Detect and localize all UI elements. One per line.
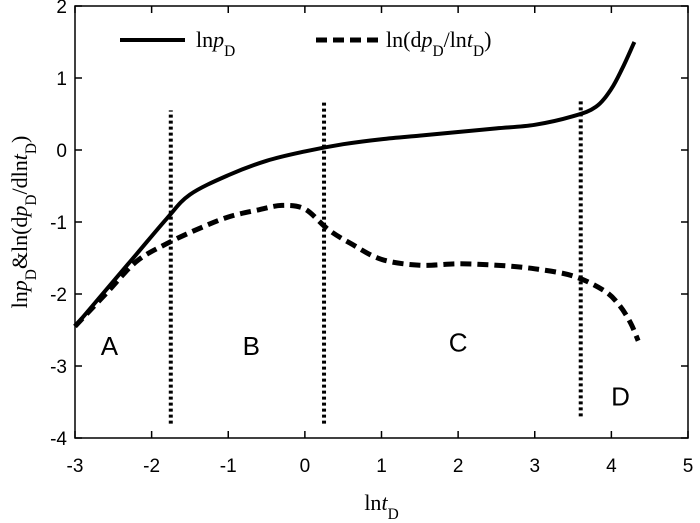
label-part: ln(d — [386, 27, 421, 52]
label-part: D — [432, 43, 443, 60]
x-tick-label: 5 — [683, 456, 694, 477]
label-part: ln — [364, 490, 381, 515]
y-tick-label: -2 — [50, 285, 67, 306]
label-part: ln — [7, 291, 32, 308]
y-tick-label: -1 — [50, 213, 67, 234]
label-part: D — [23, 194, 40, 205]
label-part: D — [473, 43, 484, 60]
label-part: t — [467, 27, 474, 52]
region-label: B — [243, 331, 260, 361]
x-tick-label: 0 — [300, 456, 311, 477]
label-part: p — [7, 280, 32, 293]
plot-frame — [74, 5, 689, 439]
region-label: D — [611, 382, 630, 412]
region-dividers — [168, 99, 583, 424]
y-tick-label: 0 — [56, 141, 67, 162]
x-tick-label: -1 — [220, 456, 237, 477]
series-lines — [73, 41, 641, 342]
series-line-dashed — [73, 202, 641, 342]
x-axis-title: lntD — [364, 490, 398, 523]
x-tick-label: 1 — [376, 456, 387, 477]
x-tick-label: -2 — [143, 456, 160, 477]
label-part: ln — [196, 27, 213, 52]
x-tick-label: -3 — [67, 456, 84, 477]
region-label: C — [449, 328, 468, 358]
label-part: D — [23, 143, 40, 154]
label-part: p — [419, 27, 432, 52]
y-tick-label: 1 — [56, 69, 67, 90]
y-tick-label: 2 — [56, 0, 67, 18]
legend: lnpD ln(dpD/lntD) — [120, 27, 491, 60]
label-part: t — [381, 490, 388, 515]
y-tick-label: -3 — [50, 357, 67, 378]
series-line-solid — [73, 41, 637, 328]
label-part: p — [7, 206, 32, 219]
legend-label: ln(dpD/lntD) — [386, 27, 491, 60]
legend-label: lnpD — [196, 27, 235, 60]
label-part: /dln — [7, 160, 32, 194]
region-labels: A B C D — [101, 328, 630, 412]
label-part: ) — [484, 27, 491, 52]
label-part: t — [7, 153, 32, 160]
x-tick-label: 4 — [606, 456, 617, 477]
region-label: A — [101, 331, 119, 361]
label-part: /ln — [444, 27, 467, 52]
label-part: &ln(d — [7, 217, 32, 270]
label-part: D — [23, 269, 40, 280]
y-tick-label: -4 — [50, 429, 67, 450]
label-part: p — [211, 27, 224, 52]
x-tick-label: 3 — [529, 456, 540, 477]
label-part: D — [224, 43, 235, 60]
label-part: ) — [7, 136, 32, 143]
x-tick-label: 2 — [453, 456, 464, 477]
y-axis-title: lnpD&ln(dpD/dlntD) — [7, 136, 40, 309]
label-part: D — [388, 506, 399, 523]
